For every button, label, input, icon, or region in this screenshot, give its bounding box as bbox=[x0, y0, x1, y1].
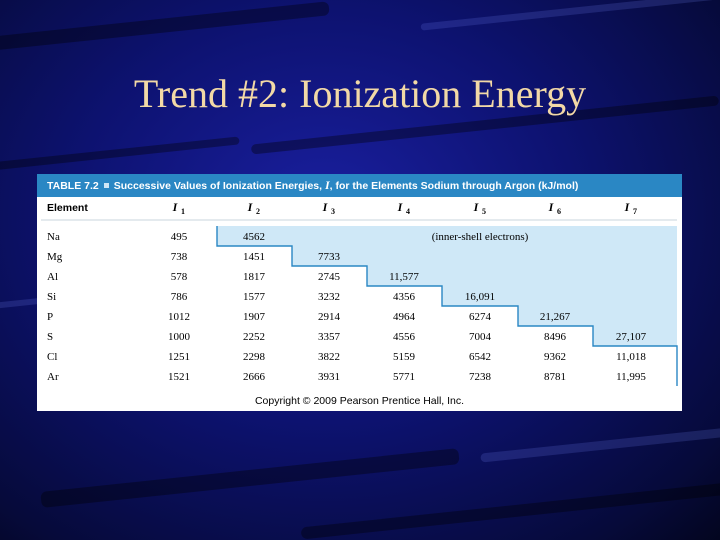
table-cell: 3931 bbox=[318, 371, 340, 383]
row-element-Ar: Ar bbox=[47, 371, 59, 383]
column-header-i5: I bbox=[473, 200, 480, 214]
table-cell: 11,577 bbox=[389, 271, 419, 283]
table-cell: 7733 bbox=[318, 251, 341, 263]
table-cell: 11,995 bbox=[616, 371, 646, 383]
row-element-Cl: Cl bbox=[47, 351, 57, 363]
table-cell: 2252 bbox=[243, 331, 265, 343]
table-cell: 3232 bbox=[318, 291, 340, 303]
column-header-subscript: 7 bbox=[633, 207, 637, 216]
table-cell: 2298 bbox=[243, 351, 266, 363]
inner-shell-boundary bbox=[216, 226, 678, 386]
row-element-Si: Si bbox=[47, 291, 56, 303]
table-cell: 2914 bbox=[318, 311, 341, 323]
table-cell: 786 bbox=[171, 291, 188, 303]
column-header-i4: I bbox=[397, 200, 404, 214]
row-element-Al: Al bbox=[47, 271, 58, 283]
table-cell: 578 bbox=[171, 271, 188, 283]
row-element-Mg: Mg bbox=[47, 251, 63, 263]
table-cell: 4556 bbox=[393, 331, 416, 343]
table-cell: 1577 bbox=[243, 291, 266, 303]
table-cell: 1817 bbox=[243, 271, 266, 283]
row-element-S: S bbox=[47, 331, 53, 343]
caption-text-pre: Successive Values of Ionization Energies… bbox=[113, 180, 325, 192]
table-cell: 4562 bbox=[243, 231, 265, 243]
column-header-i7: I bbox=[624, 200, 631, 214]
column-header-i6: I bbox=[548, 200, 555, 214]
table-cell: 8781 bbox=[544, 371, 566, 383]
row-element-Na: Na bbox=[47, 231, 60, 243]
ionization-energy-table: TABLE 7.2 Successive Values of Ionization… bbox=[37, 174, 682, 411]
column-header-subscript: 2 bbox=[256, 207, 260, 216]
caption-variable: I bbox=[324, 178, 330, 192]
caption-text-post: , for the Elements Sodium through Argon … bbox=[329, 180, 579, 192]
table-cell: 4964 bbox=[393, 311, 416, 323]
table-cell: 11,018 bbox=[616, 351, 646, 363]
table-cell: 7004 bbox=[469, 331, 492, 343]
slide-title: Trend #2: Ionization Energy bbox=[133, 71, 587, 116]
column-header-element: Element bbox=[47, 202, 88, 214]
column-header-i1: I bbox=[172, 200, 179, 214]
column-header-i2: I bbox=[247, 200, 254, 214]
inner-shell-label: (inner-shell electrons) bbox=[432, 231, 529, 243]
table-cell: 1521 bbox=[168, 371, 190, 383]
column-header-subscript: 3 bbox=[331, 207, 335, 216]
table-cell: 3357 bbox=[318, 331, 341, 343]
table-cell: 495 bbox=[171, 231, 188, 243]
table-cell: 1907 bbox=[243, 311, 266, 323]
table-cell: 9362 bbox=[544, 351, 566, 363]
table-cell: 5771 bbox=[393, 371, 415, 383]
table-cell: 7238 bbox=[469, 371, 492, 383]
table-label: TABLE 7.2 bbox=[47, 180, 99, 192]
table-cell: 1251 bbox=[168, 351, 190, 363]
column-header-subscript: 6 bbox=[557, 207, 561, 216]
table-cell: 1012 bbox=[168, 311, 190, 323]
table-cell: 4356 bbox=[393, 291, 416, 303]
table-cell: 2745 bbox=[318, 271, 341, 283]
column-header-subscript: 4 bbox=[406, 207, 410, 216]
row-element-P: P bbox=[47, 311, 53, 323]
table-cell: 738 bbox=[171, 251, 188, 263]
table-cell: 2666 bbox=[243, 371, 266, 383]
table-cell: 1451 bbox=[243, 251, 265, 263]
table-cell: 16,091 bbox=[465, 291, 495, 303]
table-cell: 8496 bbox=[544, 331, 567, 343]
table-cell: 6542 bbox=[469, 351, 491, 363]
table-cell: 27,107 bbox=[616, 331, 647, 343]
table-cell: 21,267 bbox=[540, 311, 571, 323]
table-cell: 1000 bbox=[168, 331, 191, 343]
table-cell: 3822 bbox=[318, 351, 340, 363]
column-header-subscript: 1 bbox=[181, 207, 185, 216]
column-header-i3: I bbox=[322, 200, 329, 214]
table-caption: TABLE 7.2 Successive Values of Ionization… bbox=[37, 174, 682, 197]
table-cell: 6274 bbox=[469, 311, 492, 323]
copyright-note: Copyright © 2009 Pearson Prentice Hall, … bbox=[254, 395, 465, 407]
table-cell: 5159 bbox=[393, 351, 416, 363]
column-header-subscript: 5 bbox=[482, 207, 486, 216]
caption-bullet-icon bbox=[103, 183, 109, 189]
